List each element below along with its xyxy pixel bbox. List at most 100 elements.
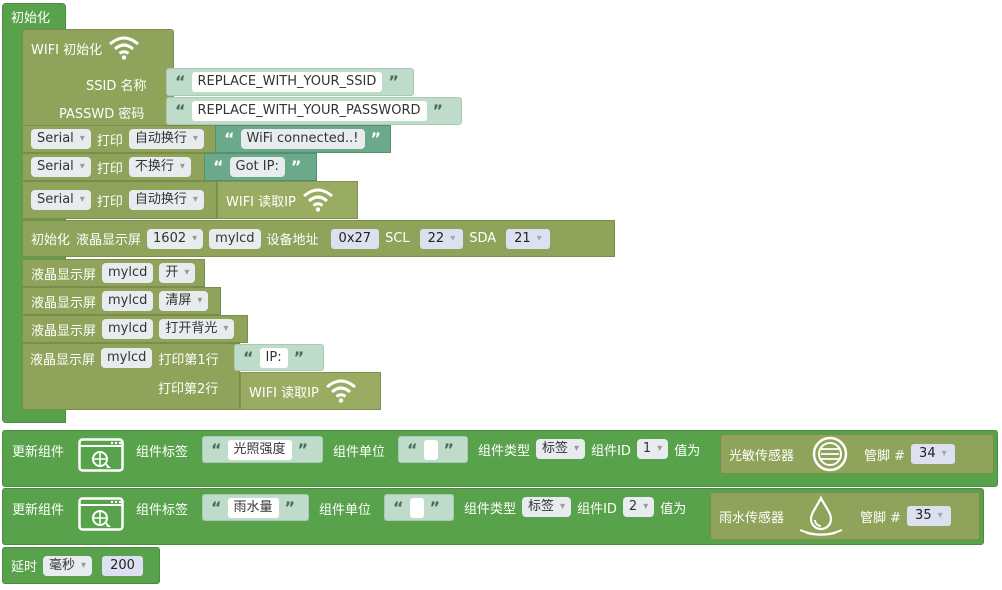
sda-label: SDA	[469, 231, 497, 246]
lcd-label: 液晶显示屏	[31, 323, 97, 339]
close-quote-icon: ”	[432, 101, 444, 120]
type-label: 组件类型	[464, 501, 517, 517]
unit-input[interactable]	[409, 497, 424, 518]
wifi-read-ip-label: WIFI 读取IP	[226, 194, 296, 210]
newline-mode-dropdown[interactable]: 不换行	[128, 157, 191, 177]
scl-dropdown[interactable]: 22	[419, 228, 464, 249]
light-sensor-block[interactable]: 光敏传感器 管脚 # 34	[720, 434, 994, 474]
tag-label: 组件标签	[136, 445, 189, 460]
line1-text-input[interactable]: IP:	[259, 347, 288, 368]
serial-print-block[interactable]: Serial 打印 自动换行	[22, 181, 217, 219]
rain-sensor-block[interactable]: 雨水传感器 管脚 # 35	[710, 492, 980, 540]
newline-mode-dropdown[interactable]: 自动换行	[128, 129, 204, 149]
wifi-read-ip-label: WIFI 读取IP	[249, 385, 319, 401]
lcd-cmd-block[interactable]: 液晶显示屏 mylcd 打开背光	[22, 315, 248, 343]
serial-print-block[interactable]: Serial 打印 自动换行	[22, 125, 217, 153]
wifi-read-ip-block[interactable]: WIFI 读取IP	[217, 181, 358, 219]
serial-port-dropdown[interactable]: Serial	[31, 190, 91, 210]
lcd-name-field[interactable]: mylcd	[102, 263, 154, 283]
sensor-label: 雨水传感器	[719, 510, 785, 526]
web-window-icon	[78, 497, 124, 531]
open-quote-icon: “	[211, 439, 222, 459]
wifi-init-block[interactable]	[22, 29, 174, 127]
id-dropdown[interactable]: 1	[636, 439, 669, 459]
line1-string-block[interactable]: “ IP: ”	[234, 344, 324, 371]
lcd-label: 液晶显示屏	[30, 352, 96, 368]
tag-input[interactable]: 光照强度	[227, 439, 292, 460]
type-dropdown[interactable]: 标签	[522, 497, 572, 517]
lcd-label: 液晶显示屏	[31, 267, 97, 283]
delay-block[interactable]: 延时 毫秒 200	[2, 547, 160, 584]
lcd-label: 液晶显示屏	[76, 233, 142, 248]
id-dropdown[interactable]: 2	[622, 497, 655, 517]
type-dropdown[interactable]: 标签	[536, 439, 586, 459]
close-quote-icon: ”	[290, 157, 302, 176]
value-label: 值为	[674, 443, 701, 459]
open-quote-icon: “	[224, 129, 235, 148]
serial-text-block[interactable]: “ Got IP: ”	[204, 153, 317, 181]
pin-label: 管脚 #	[860, 510, 902, 526]
lcd-cmd-dropdown[interactable]: 开	[159, 263, 196, 283]
open-quote-icon: “	[213, 157, 224, 176]
unit-label: 组件单位	[333, 445, 386, 460]
print-line1-label: 打印第1行	[158, 352, 219, 368]
open-quote-icon: “	[407, 439, 418, 459]
pin-dropdown[interactable]: 34	[911, 444, 955, 464]
sda-dropdown[interactable]: 21	[506, 228, 550, 249]
passwd-input[interactable]: REPLACE_WITH_YOUR_PASSWORD	[191, 101, 427, 121]
serial-port-dropdown[interactable]: Serial	[31, 157, 91, 177]
tag-input[interactable]: 雨水量	[227, 497, 279, 518]
lcd-name-field[interactable]: mylcd	[102, 319, 154, 339]
scl-label: SCL	[385, 231, 410, 246]
passwd-string-block[interactable]: “ REPLACE_WITH_YOUR_PASSWORD ”	[166, 97, 462, 125]
addr-input[interactable]: 0x27	[330, 228, 380, 249]
wifi-icon	[302, 188, 333, 212]
unit-input[interactable]	[423, 439, 438, 460]
serial-print-block[interactable]: Serial 打印 不换行	[22, 153, 206, 181]
lcd-cmd-dropdown[interactable]: 清屏	[159, 291, 209, 311]
lcd-cmd-block[interactable]: 液晶显示屏 mylcd 开	[22, 259, 205, 287]
serial-port-dropdown[interactable]: Serial	[31, 129, 91, 149]
lcd-cmd-block[interactable]: 液晶显示屏 mylcd 清屏	[22, 287, 221, 315]
lcd-cmd-dropdown[interactable]: 打开背光	[159, 319, 235, 339]
wifi-icon	[325, 379, 356, 403]
serial-text-input[interactable]: WiFi connected..!	[240, 129, 365, 149]
lcd-init-label: 初始化	[31, 233, 71, 248]
serial-print-label: 打印	[96, 161, 123, 177]
wifi-read-ip-block[interactable]: WIFI 读取IP	[240, 372, 381, 410]
close-quote-icon: ”	[284, 497, 296, 517]
ssid-string-block[interactable]: “ REPLACE_WITH_YOUR_SSID ”	[166, 68, 414, 96]
light-sensor-icon	[812, 436, 848, 472]
serial-text-block[interactable]: “ WiFi connected..! ”	[215, 125, 391, 153]
addr-label: 设备地址	[266, 233, 319, 248]
type-label: 组件类型	[478, 443, 531, 459]
lcd-name-field[interactable]: mylcd	[101, 348, 153, 368]
close-quote-icon: ”	[297, 439, 309, 459]
newline-mode-dropdown[interactable]: 自动换行	[128, 190, 204, 210]
lcd-init-block[interactable]: 初始化 液晶显示屏 1602 mylcd 设备地址 0x27 SCL 22 SD…	[22, 220, 615, 257]
tag-string-block[interactable]: “ 光照强度 ”	[202, 436, 323, 463]
ssid-input[interactable]: REPLACE_WITH_YOUR_SSID	[191, 72, 383, 92]
serial-text-input[interactable]: Got IP:	[229, 157, 285, 177]
ssid-label: SSID 名称	[86, 79, 147, 94]
id-label: 组件ID	[577, 501, 617, 517]
close-quote-icon: ”	[443, 439, 455, 459]
open-quote-icon: “	[175, 101, 186, 120]
id-label: 组件ID	[591, 443, 631, 459]
init-hat-label: 初始化	[11, 11, 51, 26]
close-quote-icon: ”	[429, 497, 441, 517]
lcd-model-dropdown[interactable]: 1602	[147, 228, 204, 249]
delay-value-input[interactable]: 200	[102, 555, 143, 576]
lcd-name-field[interactable]: mylcd	[102, 291, 154, 311]
pin-dropdown[interactable]: 35	[907, 506, 951, 526]
unit-string-block[interactable]: “ ”	[384, 494, 454, 521]
open-quote-icon: “	[211, 497, 222, 517]
passwd-label: PASSWD 密码	[59, 107, 145, 122]
unit-string-block[interactable]: “ ”	[398, 436, 468, 463]
wifi-init-label: WIFI 初始化	[31, 42, 103, 58]
tag-string-block[interactable]: “ 雨水量 ”	[202, 494, 309, 521]
update-label: 更新组件	[12, 503, 65, 518]
close-quote-icon: ”	[388, 72, 399, 91]
delay-unit-dropdown[interactable]: 毫秒	[43, 555, 93, 576]
lcd-name-field[interactable]: mylcd	[209, 228, 261, 249]
